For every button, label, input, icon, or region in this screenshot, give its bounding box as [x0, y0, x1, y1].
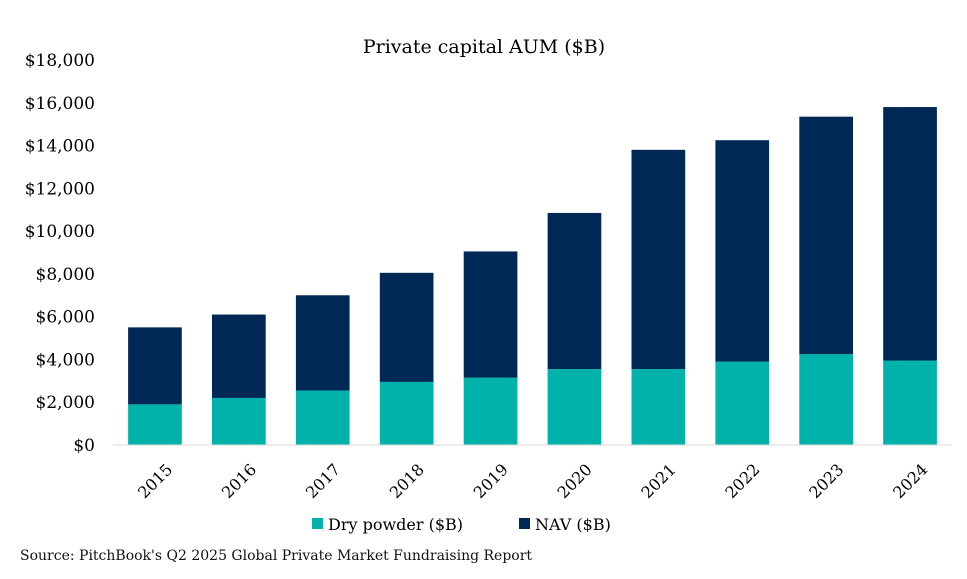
bar-dry-powder — [715, 361, 770, 445]
legend-dry-powder: Dry powder ($B) — [312, 515, 463, 534]
bar-dry-powder — [295, 390, 350, 445]
bar-dry-powder — [463, 377, 518, 445]
bar-nav — [463, 251, 518, 378]
bar-series-group — [128, 107, 937, 445]
x-tick-label: 2020 — [554, 460, 596, 502]
y-tick-label: $18,000 — [25, 51, 95, 71]
bar-dry-powder — [631, 369, 686, 445]
bar-dry-powder — [212, 397, 266, 445]
y-tick-label: $14,000 — [25, 137, 95, 157]
y-tick-label: $12,000 — [25, 179, 95, 199]
x-tick-label: 2016 — [218, 460, 260, 502]
bar-nav — [212, 314, 266, 398]
bar-nav — [799, 116, 853, 355]
x-tick-label: 2017 — [302, 460, 344, 502]
bar-nav — [631, 149, 686, 370]
y-tick-label: $10,000 — [25, 222, 95, 242]
bar-nav — [547, 212, 602, 370]
legend-swatch — [312, 518, 323, 529]
bar-dry-powder — [799, 354, 853, 445]
x-tick-label: 2021 — [637, 460, 679, 502]
x-tick-label: 2015 — [134, 460, 176, 502]
bar-dry-powder — [128, 404, 182, 445]
y-tick-label: $2,000 — [36, 393, 95, 413]
bar-nav — [295, 295, 350, 391]
y-axis: $0 $2,000 $4,000 $6,000 $8,000 $10,000 $12,000… — [25, 51, 95, 456]
x-tick-label: 2022 — [721, 460, 763, 502]
legend-label: Dry powder ($B) — [328, 515, 463, 534]
x-axis: 2015 2016 2017 2018 2019 2020 2021 2022 2023 2024 — [134, 460, 931, 502]
bar-dry-powder — [379, 381, 434, 445]
bar-dry-powder — [547, 369, 602, 445]
legend: Dry powder ($B) NAV ($B) — [312, 515, 611, 534]
legend-swatch — [519, 518, 530, 529]
y-tick-label: $6,000 — [36, 308, 95, 328]
x-tick-label: 2018 — [386, 460, 428, 502]
bar-nav — [715, 140, 770, 362]
y-tick-label: $8,000 — [36, 265, 95, 285]
chart-title: Private capital AUM ($B) — [363, 36, 605, 58]
y-tick-label: $0 — [73, 436, 95, 456]
legend-label: NAV ($B) — [535, 515, 611, 534]
x-tick-label: 2023 — [805, 460, 847, 502]
x-tick-label: 2024 — [889, 460, 931, 502]
bar-dry-powder — [883, 360, 937, 445]
bar-nav — [128, 327, 182, 405]
x-tick-label: 2019 — [470, 460, 512, 502]
source-note: Source: PitchBook's Q2 2025 Global Priva… — [20, 548, 533, 564]
y-tick-label: $16,000 — [25, 94, 95, 114]
legend-nav: NAV ($B) — [519, 515, 611, 534]
y-tick-label: $4,000 — [36, 350, 95, 370]
bar-nav — [883, 107, 937, 361]
bar-nav — [379, 272, 434, 382]
